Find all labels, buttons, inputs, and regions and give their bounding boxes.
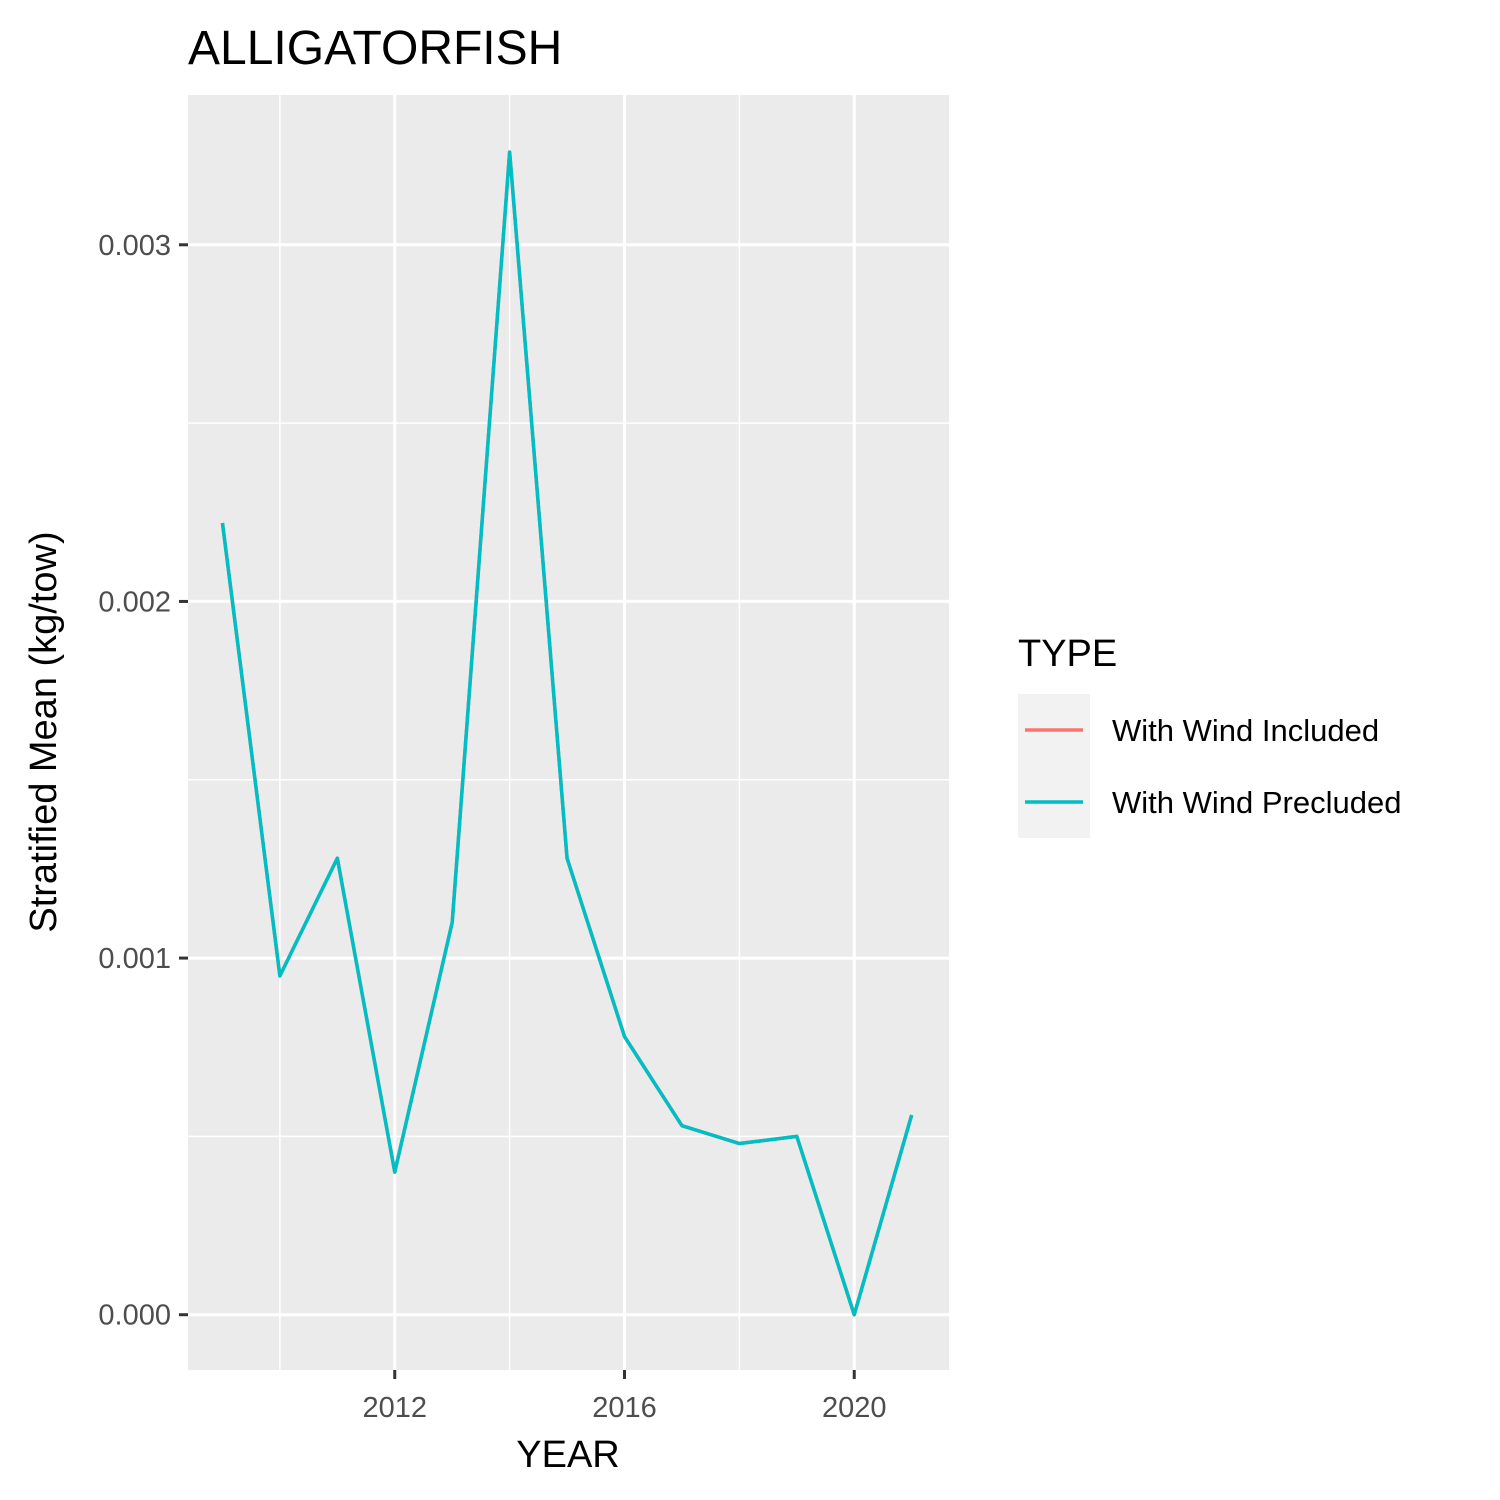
series-lines bbox=[220, 150, 914, 1317]
minor-grid bbox=[188, 95, 949, 1370]
y-tick-label: 0.002 bbox=[98, 586, 171, 618]
y-tick-label: 0.000 bbox=[98, 1300, 171, 1332]
x-tick-label: 2012 bbox=[363, 1392, 428, 1424]
legend: TYPE With Wind Included With Wind Preclu… bbox=[1018, 633, 1401, 838]
series-line-with-wind-precluded bbox=[220, 150, 914, 1317]
legend-label-with-wind-included: With Wind Included bbox=[1112, 713, 1379, 748]
chart-title: ALLIGATORFISH bbox=[188, 22, 562, 75]
y-tick-label: 0.001 bbox=[98, 943, 171, 975]
x-axis-title: YEAR bbox=[516, 1434, 619, 1476]
plot-panel bbox=[188, 95, 949, 1370]
major-grid bbox=[188, 95, 949, 1370]
x-tick-label: 2016 bbox=[592, 1392, 657, 1424]
legend-label-with-wind-precluded: With Wind Precluded bbox=[1112, 785, 1401, 820]
y-tick-label: 0.003 bbox=[98, 230, 171, 262]
x-axis: 2012 2016 2020 bbox=[363, 1370, 887, 1424]
y-axis-title: Stratified Mean (kg/tow) bbox=[23, 531, 65, 932]
legend-title: TYPE bbox=[1018, 633, 1117, 675]
y-axis: 0.000 0.001 0.002 0.003 bbox=[98, 230, 188, 1332]
x-tick-label: 2020 bbox=[822, 1392, 887, 1424]
legend-key-background bbox=[1018, 694, 1090, 838]
